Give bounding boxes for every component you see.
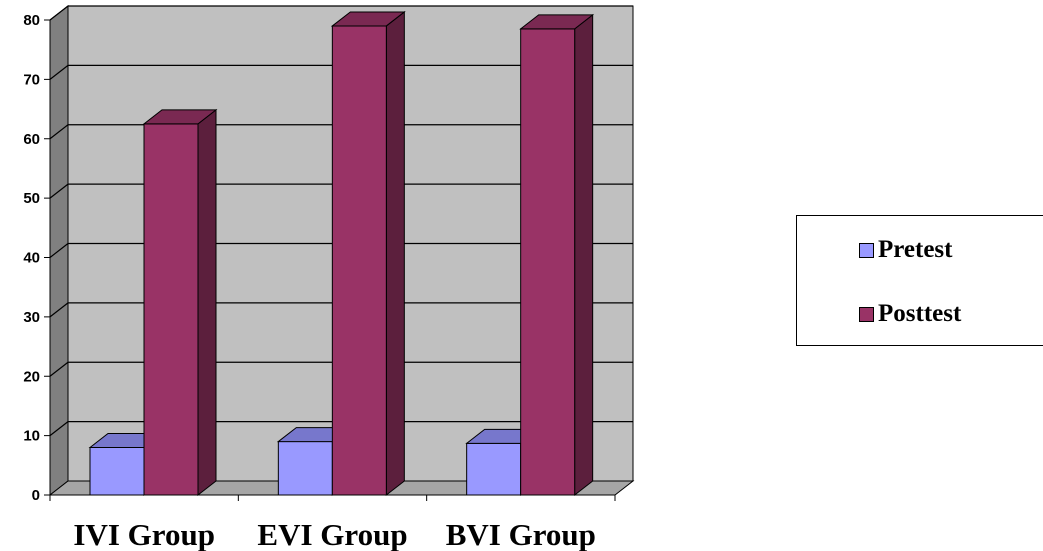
gridline (49, 183, 633, 199)
x-tick-label: EVI Group (257, 517, 407, 551)
x-tick-label: IVI Group (73, 517, 215, 551)
bar-front (143, 123, 199, 496)
legend-label-pretest: Pretest (878, 236, 953, 263)
bars (88, 10, 595, 497)
legend-item-posttest: Posttest (859, 300, 961, 328)
y-tick-label: 10 (23, 428, 40, 445)
gridline (49, 124, 633, 140)
legend-label-posttest: Posttest (878, 300, 962, 327)
gridline (49, 361, 633, 377)
bar-posttest (330, 10, 406, 497)
y-tick-label: 70 (23, 71, 40, 88)
y-tick-label: 50 (23, 190, 40, 207)
x-axis: IVI Group EVI Group BVI Group (49, 494, 616, 551)
gridlines (49, 5, 633, 437)
y-tick-label: 80 (23, 12, 40, 29)
legend-swatch-posttest (859, 306, 874, 322)
y-tick-label: 20 (23, 368, 40, 385)
y-tick-label: 30 (23, 309, 40, 326)
gridline (49, 64, 633, 80)
bar-posttest (142, 108, 218, 497)
legend-item-pretest: Pretest (859, 236, 953, 264)
bar-side (197, 108, 217, 497)
bar-front (520, 28, 576, 496)
y-tick-label: 40 (23, 250, 40, 267)
bar-side (385, 10, 405, 497)
y-tick-label: 60 (23, 131, 40, 148)
legend: Pretest Posttest (796, 215, 1043, 346)
bar-top (519, 14, 595, 30)
bar-top (330, 11, 406, 27)
gridline (49, 302, 633, 318)
bar-top (142, 109, 218, 125)
legend-swatch-pretest (859, 242, 874, 258)
gridline (49, 421, 633, 437)
y-axis: 0 10 20 30 40 50 60 70 80 (23, 12, 51, 504)
bar-posttest (519, 13, 595, 497)
gridline (49, 242, 633, 258)
y-tick-label: 0 (32, 487, 40, 504)
bar-front (277, 441, 333, 496)
bar-front (89, 447, 145, 496)
bar-front (466, 442, 522, 496)
bar-front (331, 25, 387, 496)
gridline (49, 5, 633, 21)
bar-side (574, 13, 594, 497)
x-tick-label: BVI Group (446, 517, 596, 551)
